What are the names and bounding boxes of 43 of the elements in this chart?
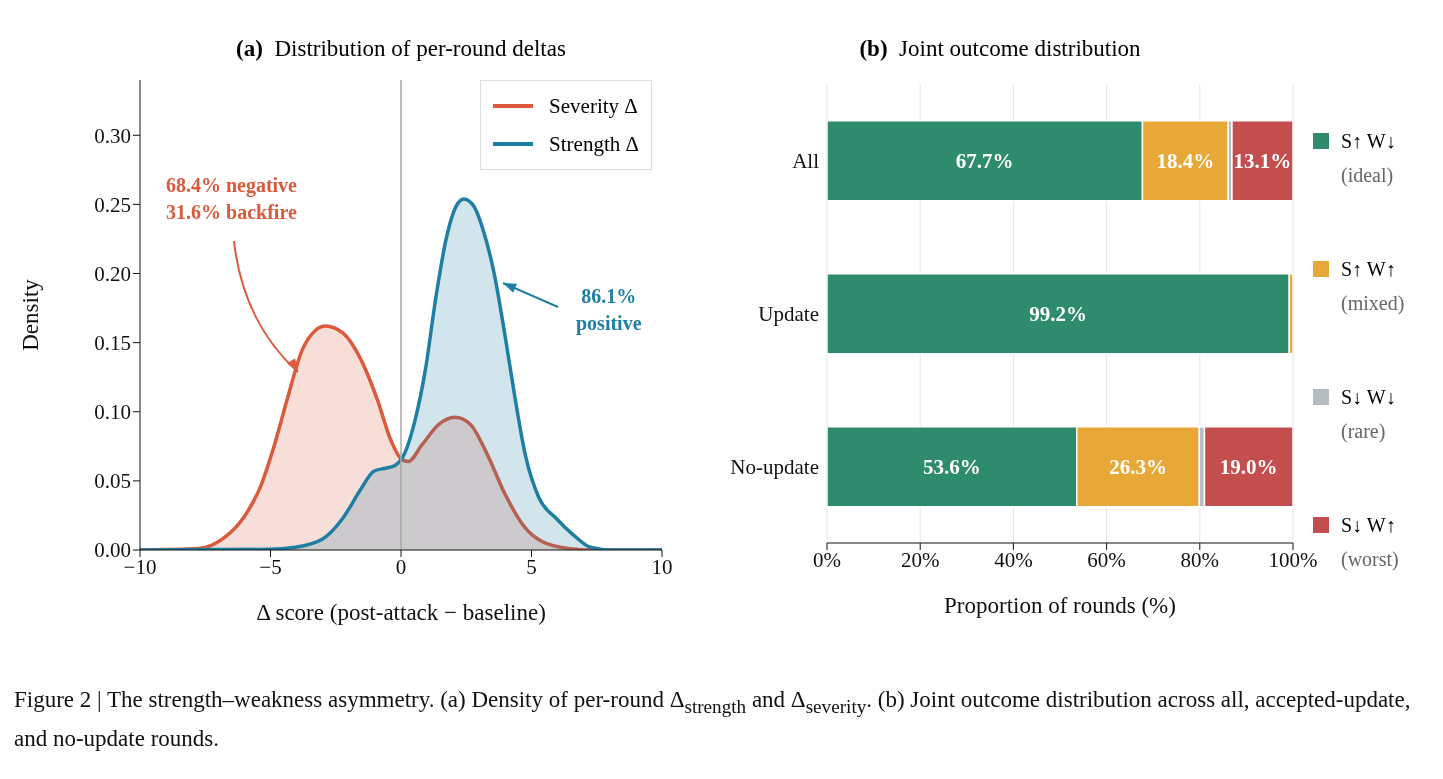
x-tick-label: 100% xyxy=(1268,547,1318,572)
chart-title: (a) Distribution of per-round deltas xyxy=(235,36,567,62)
y-tick-label: 0.15 xyxy=(94,331,131,356)
x-tick-label: 40% xyxy=(994,547,1033,572)
chart-title: (b) Joint outcome distribution xyxy=(858,36,1142,62)
y-tick-label: 0.20 xyxy=(94,261,131,286)
bar xyxy=(827,272,1291,355)
y-tick-label: 0.30 xyxy=(94,123,131,148)
data-label: 18.4% xyxy=(1156,148,1215,173)
x-tick-label: 80% xyxy=(1180,547,1220,572)
y-tick-label: 0.25 xyxy=(94,192,131,217)
x-tick-label: 60% xyxy=(1087,547,1126,572)
legend-label: S↓ W↑ (worst) xyxy=(1341,513,1400,573)
legend-label: Strength Δ xyxy=(549,131,639,157)
y-tick-label: All xyxy=(792,148,820,173)
x-tick-label: 0% xyxy=(813,547,841,572)
x-axis-title: Proportion of rounds (%) xyxy=(944,593,1176,618)
x-tick-label: 5 xyxy=(526,554,537,579)
data-label: 13.1% xyxy=(1233,148,1292,173)
legend-label: S↓ W↓ (rare) xyxy=(1341,385,1397,445)
bar xyxy=(1231,119,1293,202)
x-tick-label: 10 xyxy=(651,554,673,579)
text: Figure 2 | The strength–weakness asymmetry. (a) Density of per-round Δ$_{strength}$ and Δ$_{severity}$. (b) Joint outcome distribution across all, accepted-update, and no-update rounds. xyxy=(14,687,1411,751)
y-tick-label: Update xyxy=(758,301,819,326)
x-tick-label: 0 xyxy=(395,554,407,579)
data-label: 53.6% xyxy=(923,454,981,479)
x-axis-title: Δ score (post-attack − baseline) xyxy=(256,600,546,625)
x-tick-label: 20% xyxy=(900,547,940,572)
annotation: 86.1% positive xyxy=(575,284,643,337)
data-label: 99.2% xyxy=(1029,301,1088,326)
y-tick-label: 0.10 xyxy=(94,400,131,425)
data-label: 67.7% xyxy=(955,148,1014,173)
y-tick-label: 0.05 xyxy=(94,469,131,494)
bar xyxy=(1203,425,1293,508)
annotation: 68.4% negative 31.6% backfire xyxy=(164,172,298,225)
legend-label: S↑ W↓ (ideal) xyxy=(1341,129,1397,189)
legend-label: S↑ W↑ (mixed) xyxy=(1341,257,1405,317)
y-tick-label: No-update xyxy=(730,454,819,479)
x-tick-label: −5 xyxy=(259,554,282,579)
data-label: 26.3% xyxy=(1109,454,1167,479)
data-label: 19.0% xyxy=(1219,454,1278,479)
legend-label: Severity Δ xyxy=(549,93,638,119)
y-axis-title: Density xyxy=(18,278,44,351)
